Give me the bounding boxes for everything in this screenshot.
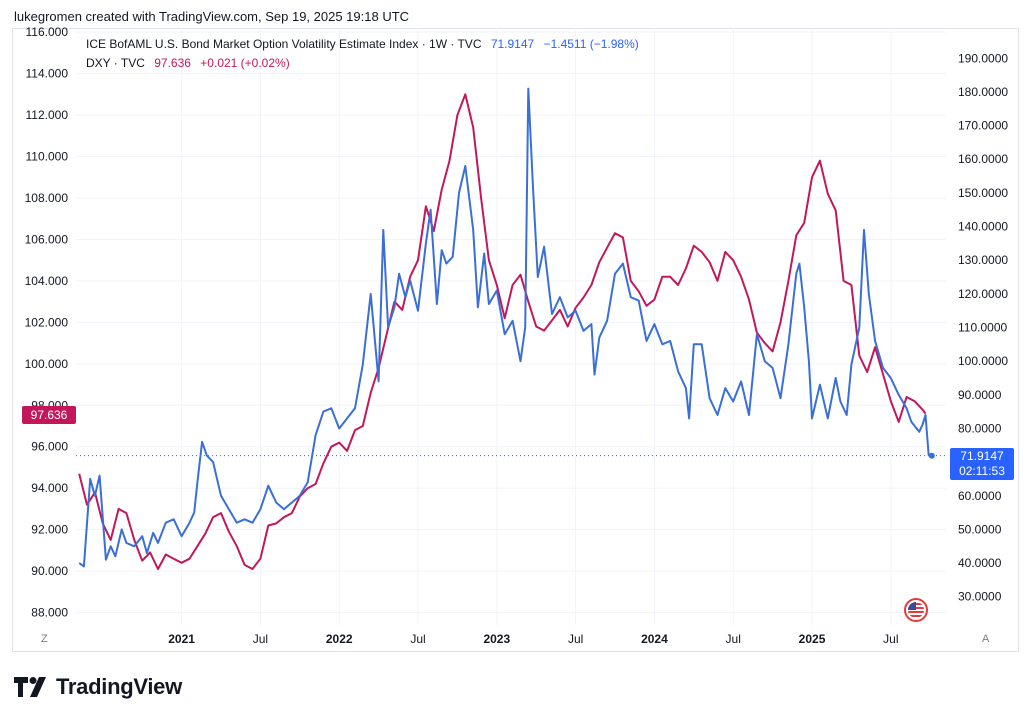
tradingview-logo[interactable]: TradingView [14, 674, 182, 700]
right-tick-label: 60.0000 [958, 489, 1002, 503]
right-tick-label: 180.0000 [958, 85, 1008, 99]
time-axis: 2021 Jul 2022 Jul 2023 Jul 2024 Jul 2025 Jul [168, 632, 898, 646]
right-tick-label: 90.0000 [958, 388, 1002, 402]
time-tick-label: 2021 [168, 632, 195, 646]
series-layer [78, 87, 935, 570]
right-tick-label: 150.0000 [958, 186, 1008, 200]
time-tick-label: 2025 [799, 632, 826, 646]
time-tick-label: Jul [253, 632, 268, 646]
right-tick-label: 170.0000 [958, 119, 1008, 133]
legend-move-value: 71.9147 [490, 37, 535, 51]
series-last-point-move [928, 452, 935, 459]
move-price-tag: 71.9147 02:11:53 [950, 448, 1014, 480]
us-flag-icon[interactable] [904, 598, 928, 622]
grid [76, 28, 946, 625]
right-tick-label: 80.0000 [958, 421, 1002, 435]
right-tick-label: 190.0000 [958, 51, 1008, 65]
time-tick-label: 2023 [483, 632, 510, 646]
left-axis: 88.00090.00092.00094.00096.00098.000100.… [25, 25, 69, 619]
time-tick-label: 2022 [326, 632, 353, 646]
left-tick-label: 92.000 [31, 523, 68, 537]
time-tick-label: Jul [410, 632, 425, 646]
left-tick-label: 114.000 [26, 67, 69, 81]
left-tick-label: 94.000 [31, 481, 68, 495]
right-tick-label: 30.0000 [958, 590, 1002, 604]
move-price-tag-countdown: 02:11:53 [959, 464, 1005, 478]
left-tick-label: 106.000 [25, 232, 69, 246]
time-tick-label: Jul [726, 632, 741, 646]
right-tick-label: 100.0000 [958, 354, 1008, 368]
right-axis: 30.000040.000050.000060.000070.000080.00… [958, 51, 1008, 603]
tradingview-logo-icon [14, 677, 46, 697]
legend-dxy-change: +0.021 (+0.02%) [200, 56, 290, 70]
right-tick-label: 40.0000 [958, 556, 1002, 570]
right-tick-label: 120.0000 [958, 287, 1008, 301]
left-tick-label: 90.000 [31, 564, 68, 578]
right-tick-label: 140.0000 [958, 220, 1008, 234]
legend-dxy[interactable]: DXY · TVC 97.636 +0.021 (+0.02%) [86, 56, 290, 70]
time-tick-label: Jul [883, 632, 898, 646]
left-tick-label: 110.000 [26, 150, 69, 164]
left-tick-label: 116.000 [26, 25, 69, 39]
byline: lukegromen created with TradingView.com,… [14, 9, 410, 24]
left-tick-label: 104.000 [25, 274, 69, 288]
right-tick-label: 110.0000 [958, 321, 1007, 335]
legend-move[interactable]: ICE BofAML U.S. Bond Market Option Volat… [86, 37, 639, 51]
right-tick-label: 160.0000 [958, 152, 1008, 166]
auto-scale-right-button[interactable]: A [982, 633, 990, 645]
tradingview-wordmark: TradingView [56, 674, 182, 699]
move-price-tag-value: 71.9147 [960, 449, 1004, 463]
left-tick-label: 88.000 [31, 606, 68, 620]
legend-dxy-name: DXY · TVC [86, 56, 145, 70]
chart-frame [12, 28, 1019, 652]
legend-move-change: −1.4511 (−1.98%) [543, 37, 639, 51]
time-tick-label: 2024 [641, 632, 668, 646]
legend-dxy-value: 97.636 [154, 56, 191, 70]
time-tick-label: Jul [568, 632, 583, 646]
legend-move-name: ICE BofAML U.S. Bond Market Option Volat… [86, 37, 482, 51]
left-tick-label: 102.000 [25, 315, 69, 329]
left-tick-label: 112.000 [26, 108, 69, 122]
left-tick-label: 96.000 [31, 440, 68, 454]
right-tick-label: 130.0000 [958, 253, 1008, 267]
series-line-move [78, 87, 932, 568]
left-tick-label: 100.000 [25, 357, 69, 371]
right-tick-label: 50.0000 [958, 522, 1002, 536]
auto-scale-left-button[interactable]: Z [41, 633, 48, 645]
series-line-dxy [78, 93, 927, 570]
left-tick-label: 108.000 [25, 191, 69, 205]
dxy-price-tag: 97.636 [22, 406, 76, 424]
